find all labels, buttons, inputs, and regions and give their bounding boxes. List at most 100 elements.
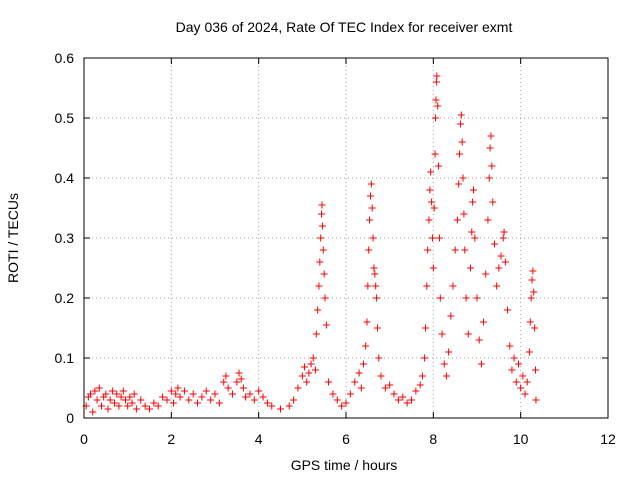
data-point	[111, 399, 119, 407]
data-point	[514, 360, 522, 368]
data-point	[170, 399, 178, 407]
data-point	[457, 111, 465, 119]
data-point	[370, 264, 378, 272]
data-point	[163, 396, 171, 404]
data-point	[367, 180, 375, 188]
data-point	[124, 402, 132, 410]
data-point	[416, 381, 424, 389]
data-point	[528, 276, 536, 284]
data-point	[87, 390, 95, 398]
data-point	[433, 72, 441, 80]
y-tick-labels: 0 0.1 0.2 0.3 0.4 0.5 0.6	[55, 50, 75, 426]
data-point	[440, 360, 448, 368]
data-point	[460, 210, 468, 218]
x-tick-label: 8	[429, 431, 437, 447]
data-point	[150, 399, 158, 407]
data-point	[307, 360, 315, 368]
data-point	[346, 390, 354, 398]
data-point	[319, 246, 327, 254]
data-point	[325, 378, 333, 386]
data-point	[487, 132, 495, 140]
data-point	[215, 399, 223, 407]
x-axis-title: GPS time / hours	[291, 457, 398, 473]
data-point	[464, 330, 472, 338]
data-point	[517, 384, 525, 392]
data-point	[363, 318, 371, 326]
data-point	[146, 405, 153, 413]
data-point	[202, 387, 210, 395]
x-tick-label: 6	[342, 431, 350, 447]
data-point	[318, 210, 326, 218]
data-point	[471, 234, 479, 242]
data-point	[519, 372, 527, 380]
data-point	[424, 246, 432, 254]
data-point	[394, 396, 402, 404]
data-point	[366, 216, 374, 224]
data-point	[113, 390, 121, 398]
data-point	[246, 390, 254, 398]
data-point	[333, 396, 341, 404]
y-axis-title: ROTI / TECUs	[5, 193, 21, 283]
data-point	[373, 294, 381, 302]
data-point	[495, 264, 503, 272]
data-point	[351, 378, 359, 386]
data-point	[250, 396, 258, 404]
data-point	[338, 402, 346, 410]
data-point	[242, 393, 250, 401]
data-points	[82, 72, 540, 416]
x-tick-label: 0	[80, 431, 88, 447]
y-tick-label: 0.3	[55, 230, 75, 246]
data-point	[364, 282, 372, 290]
data-point	[224, 384, 232, 392]
data-point	[431, 150, 439, 158]
data-point	[106, 396, 114, 404]
data-point	[442, 372, 450, 380]
data-point	[499, 234, 507, 242]
data-point	[489, 198, 497, 206]
data-point	[512, 378, 520, 386]
data-point	[89, 408, 97, 416]
data-point	[453, 216, 461, 224]
data-point	[322, 321, 330, 329]
grid-layer	[84, 58, 608, 418]
data-point	[459, 174, 467, 182]
data-point	[314, 306, 322, 314]
data-point	[239, 384, 247, 392]
data-point	[95, 384, 103, 392]
data-point	[167, 387, 175, 395]
chart-title: Day 036 of 2024, Rate Of TEC Index for r…	[176, 19, 513, 35]
x-tick-label: 10	[513, 431, 529, 447]
data-point	[423, 282, 431, 290]
data-point	[386, 381, 394, 389]
y-tick-label: 0.1	[55, 350, 75, 366]
data-point	[255, 387, 263, 395]
data-point	[154, 402, 162, 410]
data-point	[301, 363, 309, 371]
data-point	[521, 390, 529, 398]
data-point	[532, 396, 540, 404]
data-point	[285, 402, 293, 410]
data-point	[318, 201, 326, 209]
data-point	[220, 378, 228, 386]
data-point	[172, 390, 180, 398]
data-point	[466, 264, 474, 272]
data-point	[359, 360, 367, 368]
data-point	[432, 96, 440, 104]
data-point	[176, 393, 184, 401]
y-tick-label: 0.5	[55, 110, 75, 126]
data-point	[309, 354, 317, 362]
data-point	[366, 192, 374, 200]
data-point	[445, 348, 453, 356]
data-point	[468, 228, 476, 236]
data-point	[497, 252, 505, 260]
data-point	[137, 396, 145, 404]
axis-ticks	[83, 57, 609, 419]
data-point	[477, 360, 485, 368]
data-point	[390, 390, 398, 398]
data-point	[381, 384, 389, 392]
data-point	[194, 399, 202, 407]
data-point	[403, 399, 411, 407]
data-point	[207, 396, 215, 404]
